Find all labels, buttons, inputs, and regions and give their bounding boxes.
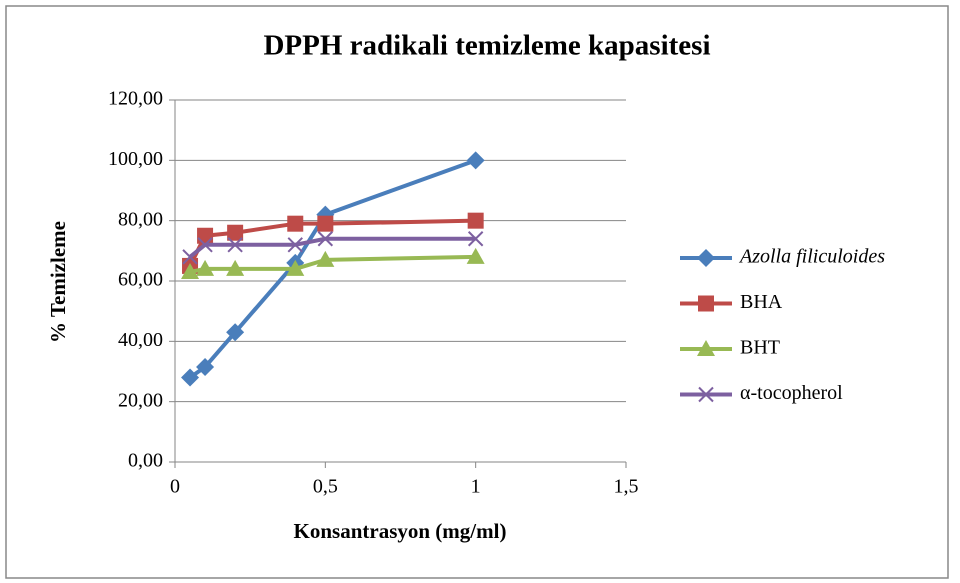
y-tick-label: 0,00	[128, 450, 163, 472]
x-tick-label: 1	[471, 476, 481, 498]
marker	[227, 237, 243, 253]
y-tick-label: 40,00	[118, 329, 163, 351]
marker	[287, 215, 304, 232]
legend-label: BHA	[740, 291, 783, 313]
marker	[317, 231, 334, 247]
x-tick-label: 0	[170, 476, 180, 498]
marker	[226, 323, 245, 342]
y-tick-label: 20,00	[118, 389, 163, 411]
marker	[226, 259, 245, 276]
x-tick-label: 0,5	[313, 476, 338, 498]
marker	[698, 295, 714, 312]
x-tick-label: 1,5	[614, 476, 639, 498]
marker	[317, 215, 334, 232]
chart-title: DPPH radikali temizleme kapasitesi	[263, 30, 710, 62]
marker	[182, 249, 198, 265]
marker	[697, 340, 715, 356]
marker	[467, 212, 484, 229]
marker	[227, 224, 244, 241]
y-tick-label: 120,00	[108, 88, 163, 110]
chart-frame	[5, 5, 949, 579]
legend-label: Azolla filiculoides	[738, 246, 885, 268]
marker	[196, 357, 215, 376]
legend-label: BHT	[740, 337, 780, 359]
y-axis-label: % Temizleme	[46, 221, 70, 343]
marker	[466, 151, 485, 170]
marker	[196, 259, 215, 276]
x-axis-label: Konsantrasyon (mg/ml)	[294, 519, 507, 543]
marker	[466, 247, 485, 264]
marker	[197, 237, 213, 253]
marker	[181, 262, 200, 279]
y-tick-label: 100,00	[108, 148, 163, 170]
marker	[697, 249, 715, 267]
marker	[197, 227, 214, 244]
marker	[181, 368, 200, 387]
marker	[698, 386, 714, 403]
legend-label: α-tocopherol	[740, 382, 843, 404]
y-tick-label: 80,00	[118, 208, 163, 230]
y-tick-label: 60,00	[118, 269, 163, 291]
marker	[286, 259, 305, 276]
marker	[467, 231, 484, 247]
marker	[316, 250, 335, 267]
marker	[287, 237, 303, 253]
